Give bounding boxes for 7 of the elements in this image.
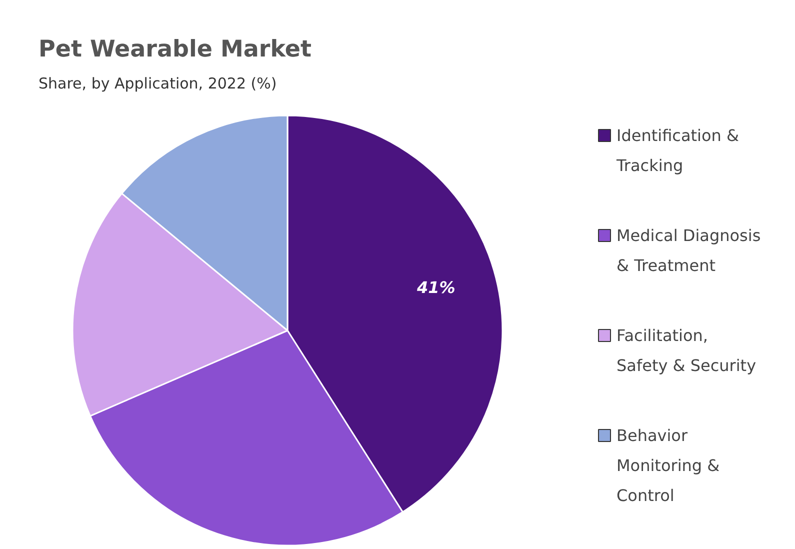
legend-label: Behavior Monitoring & Control [616,426,720,505]
chart-title: Pet Wearable Market [38,36,312,62]
chart-subtitle: Share, by Application, 2022 (%) [38,74,277,92]
data-label: 41% [416,278,456,297]
legend-label: Identification & Tracking [616,126,739,175]
legend-label: Medical Diagnosis & Treatment [616,226,761,275]
legend-label: Facilitation, Safety & Security [616,326,756,375]
